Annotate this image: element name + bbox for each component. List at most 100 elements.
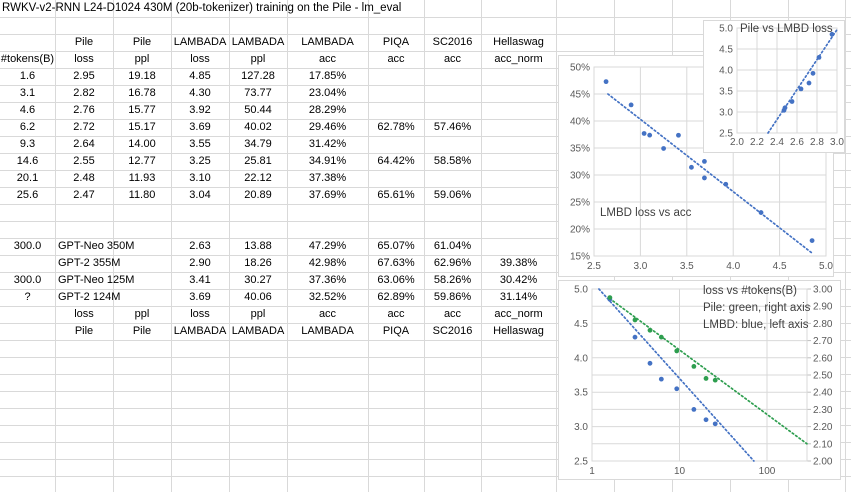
data-cell[interactable]: 40.02 (244, 121, 272, 133)
data-cell[interactable]: 18.26 (244, 257, 272, 269)
data-cell[interactable]: 12.77 (128, 155, 156, 167)
data-cell[interactable]: 11.93 (128, 172, 156, 184)
data-cell[interactable]: 63.06% (377, 274, 415, 286)
column-header[interactable]: PIQA (382, 36, 410, 48)
footer-header[interactable]: Hellaswag (493, 325, 544, 337)
footer-header[interactable]: LAMBADA (231, 325, 285, 337)
footer-header[interactable]: Pile (132, 325, 152, 337)
model-name-cell[interactable]: GPT-2 124M (58, 291, 121, 303)
data-cell[interactable]: 9.3 (19, 138, 36, 150)
data-cell[interactable]: 4.30 (189, 87, 211, 99)
data-cell[interactable]: 3.41 (189, 274, 211, 286)
model-name-cell[interactable]: GPT-Neo 350M (58, 240, 135, 252)
data-cell[interactable]: 16.78 (128, 87, 156, 99)
data-cell[interactable]: 58.58% (433, 155, 472, 167)
footer-header[interactable]: loss (74, 308, 94, 320)
data-cell[interactable]: 25.81 (244, 155, 272, 167)
data-cell[interactable]: 25.6 (16, 189, 39, 201)
data-cell[interactable]: 3.69 (189, 121, 211, 133)
footer-header[interactable]: SC2016 (432, 325, 473, 337)
data-cell[interactable]: 37.69% (308, 189, 347, 201)
data-cell[interactable]: 3.1 (19, 87, 36, 99)
data-cell[interactable]: 2.90 (189, 257, 211, 269)
data-cell[interactable]: 3.55 (189, 138, 211, 150)
data-cell[interactable]: 3.69 (189, 291, 211, 303)
data-cell[interactable]: 62.89% (377, 291, 415, 303)
column-header[interactable]: LAMBADA (301, 36, 354, 48)
data-cell[interactable]: 2.63 (189, 240, 211, 252)
sheet-title[interactable]: RWKV-v2-RNN L24-D1024 430M (20b-tokenize… (2, 2, 402, 14)
data-cell[interactable]: 6.2 (19, 121, 36, 133)
data-cell[interactable]: 29.46% (308, 121, 347, 133)
data-cell[interactable]: ? (24, 291, 31, 303)
data-cell[interactable]: 50.44 (244, 104, 272, 116)
data-cell[interactable]: 300.0 (13, 240, 42, 252)
data-cell[interactable]: 2.76 (73, 104, 95, 116)
data-cell[interactable]: 3.04 (189, 189, 211, 201)
data-cell[interactable]: 2.48 (73, 172, 95, 184)
data-cell[interactable]: 3.25 (189, 155, 211, 167)
data-cell[interactable]: 11.80 (128, 189, 156, 201)
data-cell[interactable]: 65.07% (377, 240, 415, 252)
footer-header[interactable]: acc_norm (494, 308, 543, 320)
data-cell[interactable]: 73.77 (244, 87, 272, 99)
column-header[interactable]: ppl (250, 53, 266, 65)
column-header[interactable]: #tokens(B) (0, 53, 55, 65)
data-cell[interactable]: 30.42% (499, 274, 538, 286)
model-name-cell[interactable]: GPT-2 355M (58, 257, 121, 269)
data-cell[interactable]: 20.1 (16, 172, 39, 184)
data-cell[interactable]: 62.96% (433, 257, 472, 269)
data-cell[interactable]: 34.79 (244, 138, 272, 150)
data-cell[interactable]: 2.47 (73, 189, 95, 201)
column-header[interactable]: Hellaswag (493, 36, 544, 48)
data-cell[interactable]: 4.85 (189, 70, 211, 82)
footer-header[interactable]: acc (387, 308, 405, 320)
footer-header[interactable]: acc (443, 308, 462, 320)
data-cell[interactable]: 59.86% (433, 291, 472, 303)
data-cell[interactable]: 300.0 (13, 274, 42, 286)
column-header[interactable]: Pile (132, 36, 152, 48)
data-cell[interactable]: 64.42% (377, 155, 415, 167)
data-cell[interactable]: 15.77 (128, 104, 156, 116)
footer-header[interactable]: PIQA (382, 325, 410, 337)
data-cell[interactable]: 1.6 (19, 70, 36, 82)
column-header[interactable]: loss (74, 53, 94, 65)
data-cell[interactable]: 40.06 (244, 291, 272, 303)
footer-header[interactable]: acc (318, 308, 337, 320)
model-name-cell[interactable]: GPT-Neo 125M (58, 274, 135, 286)
data-cell[interactable]: 2.82 (73, 87, 95, 99)
column-header[interactable]: LAMBADA (173, 36, 227, 48)
data-cell[interactable]: 20.89 (244, 189, 272, 201)
footer-header[interactable]: ppl (250, 308, 266, 320)
data-cell[interactable]: 14.6 (16, 155, 39, 167)
data-cell[interactable]: 57.46% (433, 121, 472, 133)
column-header[interactable]: loss (190, 53, 210, 65)
data-cell[interactable]: 127.28 (241, 70, 275, 82)
data-cell[interactable]: 62.78% (377, 121, 415, 133)
column-header[interactable]: Pile (74, 36, 94, 48)
data-cell[interactable]: 58.26% (433, 274, 472, 286)
data-cell[interactable]: 42.98% (308, 257, 347, 269)
data-cell[interactable]: 37.36% (308, 274, 347, 286)
footer-header[interactable]: LAMBADA (173, 325, 227, 337)
data-cell[interactable]: 2.95 (73, 70, 95, 82)
data-cell[interactable]: 47.29% (308, 240, 347, 252)
data-cell[interactable]: 61.04% (433, 240, 472, 252)
data-cell[interactable]: 15.17 (128, 121, 156, 133)
data-cell[interactable]: 67.63% (377, 257, 415, 269)
column-header[interactable]: SC2016 (432, 36, 473, 48)
data-cell[interactable]: 23.04% (308, 87, 347, 99)
column-header[interactable]: acc (387, 53, 405, 65)
footer-header[interactable]: LAMBADA (301, 325, 354, 337)
chart-loss-vs-tokens[interactable]: 5.0 4.5 4.0 3.5 3.0 2.5 3.00 2.90 2.80 2.70 2.60 2.… (558, 280, 841, 480)
data-cell[interactable]: 32.52% (308, 291, 347, 303)
data-cell[interactable]: 28.29% (308, 104, 347, 116)
footer-header[interactable]: ppl (134, 308, 150, 320)
column-header[interactable]: acc (318, 53, 337, 65)
data-cell[interactable]: 4.6 (19, 104, 36, 116)
data-cell[interactable]: 3.92 (189, 104, 211, 116)
footer-header[interactable]: Pile (74, 325, 94, 337)
data-cell[interactable]: 2.64 (73, 138, 95, 150)
data-cell[interactable]: 2.55 (73, 155, 95, 167)
data-cell[interactable]: 31.14% (499, 291, 538, 303)
